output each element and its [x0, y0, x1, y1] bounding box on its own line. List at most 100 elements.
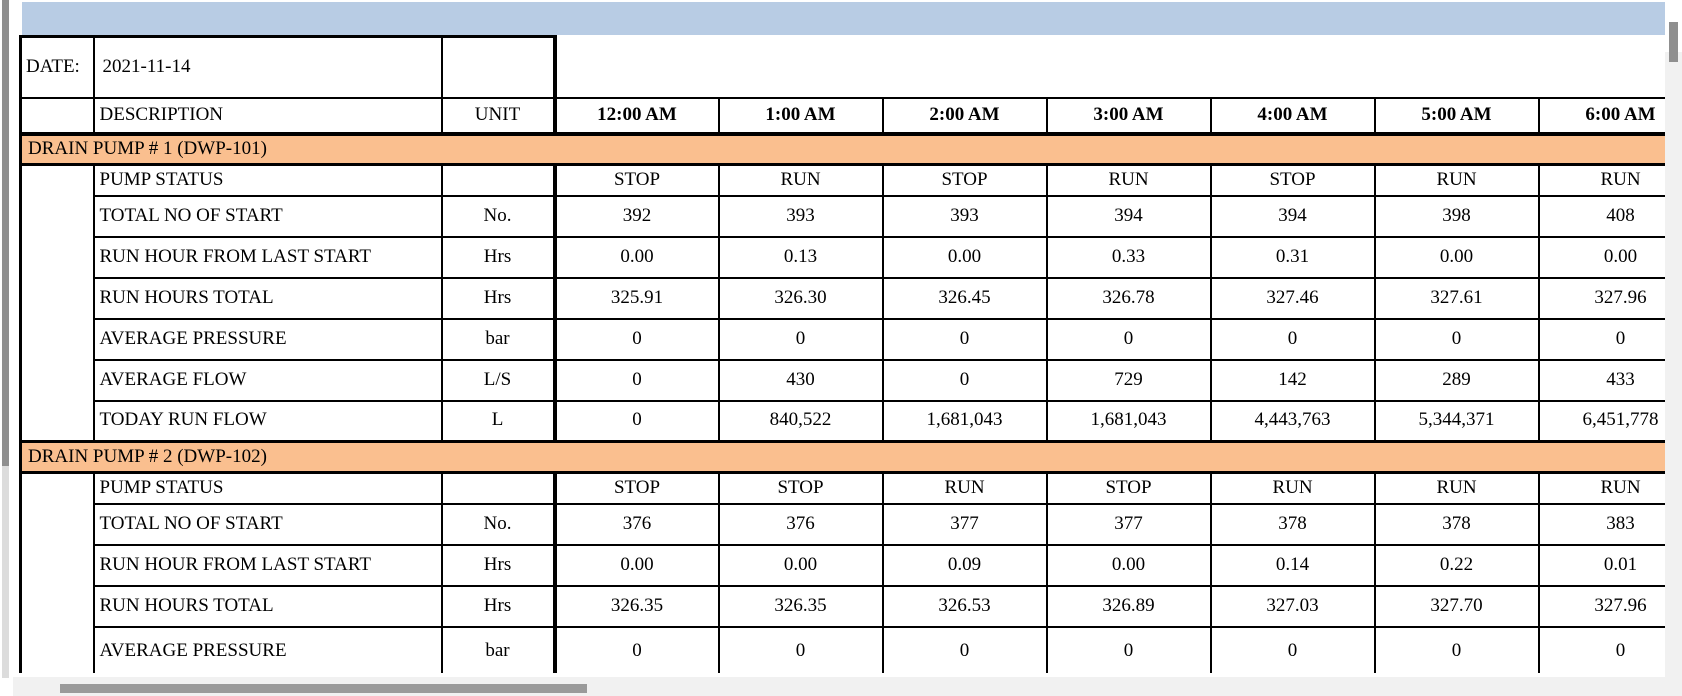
row-value-cell: 0: [881, 317, 1048, 361]
row-value-cell: RUN: [1373, 163, 1540, 197]
horizontal-scrollbar[interactable]: [13, 677, 1682, 696]
row-value-cell: 326.89: [1045, 584, 1212, 628]
row-value-cell: 327.70: [1373, 584, 1540, 628]
row-value-cell: STOP: [553, 163, 720, 197]
row-unit: bar: [440, 317, 557, 361]
row-value-cell: 0.13: [717, 235, 884, 279]
data-row: TOTAL NO OF START No. 376 376 377 377 378 378 38…: [19, 502, 1665, 546]
row-indent-cell: [19, 544, 94, 586]
row-value-cell: 326.53: [881, 584, 1048, 628]
row-value-cell: 0: [1373, 317, 1540, 361]
row-value-cell: 326.30: [717, 276, 884, 320]
column-header-row: DESCRIPTION UNIT 12:00 AM 1:00 AM 2:00 AM 3:0…: [19, 96, 1665, 136]
row-value-cell: 0.00: [1045, 543, 1212, 587]
row-unit: Hrs: [440, 235, 557, 279]
row-value-cell: STOP: [1045, 471, 1212, 505]
row-unit: [440, 471, 557, 505]
row-label: TOTAL NO OF START: [92, 502, 443, 546]
right-vertical-scrollbar[interactable]: [1665, 0, 1682, 696]
row-value-cell: 0.00: [1373, 235, 1540, 279]
row-value-cell: 327.03: [1209, 584, 1376, 628]
row-unit: L/S: [440, 358, 557, 402]
row-indent-cell: [19, 359, 94, 401]
hour-header-cell: 3:00 AM: [1045, 96, 1212, 136]
row-value-cell: 392: [553, 194, 720, 238]
row-value-cell: 0.00: [717, 543, 884, 587]
row-unit: Hrs: [440, 543, 557, 587]
row-value-cell: 0: [717, 625, 884, 673]
date-row-filler: [555, 37, 1666, 98]
row-value-cell: STOP: [1209, 163, 1376, 197]
row-value-cell: 326.35: [553, 584, 720, 628]
row-unit: [440, 163, 557, 197]
row-value-cell: 0.00: [553, 543, 720, 587]
section-band-row: DRAIN PUMP # 1 (DWP-101): [19, 132, 1665, 166]
row-unit: No.: [440, 194, 557, 238]
row-value-cell: RUN: [881, 471, 1048, 505]
row-value-cell: 1,681,043: [1045, 399, 1212, 443]
row-value-cell: 376: [553, 502, 720, 546]
row-value-cell: 0: [1045, 625, 1212, 673]
row-value-cell: 408: [1537, 194, 1665, 238]
data-row: RUN HOURS TOTAL Hrs 326.35 326.35 326.53 326.…: [19, 584, 1665, 628]
pump-report-table-body: DATE: 2021-11-14 DESCRIPTION UNIT 12:00 AM 1:…: [19, 35, 1666, 673]
hour-header-cell: 1:00 AM: [717, 96, 884, 136]
row-value-cell: 433: [1537, 358, 1665, 402]
row-indent-cell: [19, 503, 94, 545]
row-value-cell: 5,344,371: [1373, 399, 1540, 443]
row-label: TODAY RUN FLOW: [92, 399, 443, 443]
row-value-cell: 729: [1045, 358, 1212, 402]
row-value-cell: 430: [717, 358, 884, 402]
row-value-cell: 377: [1045, 502, 1212, 546]
data-row: AVERAGE FLOW L/S 0 430 0 729 142 289 433: [19, 358, 1665, 402]
row-value-cell: 0.00: [881, 235, 1048, 279]
row-value-cell: 327.96: [1537, 276, 1665, 320]
row-value-cell: 1,681,043: [881, 399, 1048, 443]
horizontal-scrollbar-thumb[interactable]: [60, 684, 587, 693]
row-value-cell: 0.31: [1209, 235, 1376, 279]
hour-header-cell: 2:00 AM: [881, 96, 1048, 136]
data-row: PUMP STATUS STOP RUN STOP RUN STOP RUN RUN: [19, 163, 1665, 197]
row-value-cell: 398: [1373, 194, 1540, 238]
row-indent-cell: [19, 195, 94, 237]
date-value: 2021-11-14: [92, 35, 443, 99]
data-row: PUMP STATUS STOP STOP RUN STOP RUN RUN RUN: [19, 471, 1665, 505]
row-value-cell: 383: [1537, 502, 1665, 546]
data-row: RUN HOUR FROM LAST START Hrs 0.00 0.00 0.09 0…: [19, 543, 1665, 587]
hour-header-cell: 5:00 AM: [1373, 96, 1540, 136]
header-empty-cell: [19, 96, 95, 136]
row-value-cell: 0.09: [881, 543, 1048, 587]
right-scrollbar-track[interactable]: [1665, 52, 1682, 696]
right-scrollbar-thumb[interactable]: [1669, 22, 1678, 62]
data-row: TOTAL NO OF START No. 392 393 393 394 394 398 40…: [19, 194, 1665, 238]
row-value-cell: RUN: [1537, 471, 1665, 505]
row-label: RUN HOURS TOTAL: [92, 584, 443, 628]
row-value-cell: 326.35: [717, 584, 884, 628]
row-value-cell: 0: [1209, 625, 1376, 673]
row-value-cell: 378: [1373, 502, 1540, 546]
data-row: RUN HOURS TOTAL Hrs 325.91 326.30 326.45 326.…: [19, 276, 1665, 320]
section-band-row: DRAIN PUMP # 2 (DWP-102): [19, 440, 1665, 474]
row-value-cell: RUN: [1373, 471, 1540, 505]
unit-header: UNIT: [440, 96, 557, 136]
row-value-cell: 142: [1209, 358, 1376, 402]
row-value-cell: 0: [1537, 317, 1665, 361]
row-value-cell: 0.22: [1373, 543, 1540, 587]
row-value-cell: 840,522: [717, 399, 884, 443]
left-scrollbar-thumb[interactable]: [2, 0, 9, 466]
row-value-cell: 327.46: [1209, 276, 1376, 320]
row-value-cell: 6,451,778: [1537, 399, 1665, 443]
row-value-cell: RUN: [1045, 163, 1212, 197]
row-label: TOTAL NO OF START: [92, 194, 443, 238]
row-value-cell: 393: [717, 194, 884, 238]
left-vertical-scrollbar[interactable]: [0, 0, 13, 696]
row-value-cell: 0.01: [1537, 543, 1665, 587]
row-label: RUN HOUR FROM LAST START: [92, 235, 443, 279]
row-indent-cell: [19, 472, 94, 504]
row-value-cell: 0: [881, 358, 1048, 402]
row-value-cell: 378: [1209, 502, 1376, 546]
hour-header-cell: 4:00 AM: [1209, 96, 1376, 136]
data-row: RUN HOUR FROM LAST START Hrs 0.00 0.13 0.00 0…: [19, 235, 1665, 279]
section-title: DRAIN PUMP # 2 (DWP-102): [19, 440, 1665, 474]
